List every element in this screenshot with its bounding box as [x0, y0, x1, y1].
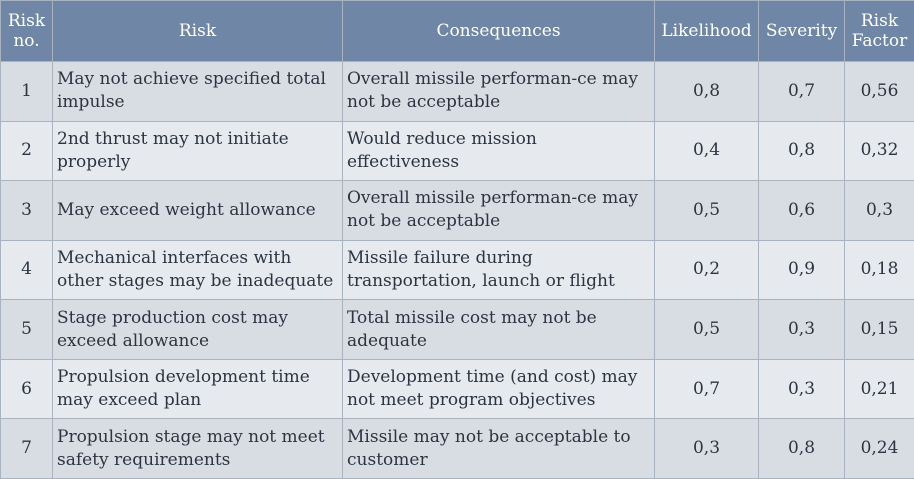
- cell-risk-no: 4: [0, 239, 53, 301]
- table-row: 6 Propulsion development time may exceed…: [0, 358, 914, 420]
- cell-likelihood: 0,8: [654, 61, 759, 122]
- cell-risk-factor: 0,32: [844, 120, 914, 182]
- header-severity: Severity: [758, 0, 845, 62]
- cell-likelihood: 0,4: [654, 120, 759, 182]
- cell-severity: 0,6: [758, 180, 845, 241]
- cell-risk: Stage production cost may exceed allowan…: [52, 299, 343, 360]
- header-risk-factor: Risk Factor: [844, 0, 914, 62]
- cell-risk: Propulsion development time may exceed p…: [52, 358, 343, 420]
- cell-likelihood: 0,2: [654, 239, 759, 301]
- cell-risk: Propulsion stage may not meet safety req…: [52, 418, 343, 479]
- cell-consequence: Total missile cost may not be adequate: [342, 299, 655, 360]
- table-row: 5 Stage production cost may exceed allow…: [0, 299, 914, 360]
- table-row: 4 Mechanical interfaces with other stage…: [0, 239, 914, 301]
- header-consequences: Consequences: [342, 0, 655, 62]
- cell-risk: May exceed weight allowance: [52, 180, 343, 241]
- cell-risk: May not achieve specified total impulse: [52, 61, 343, 122]
- header-risk: Risk: [52, 0, 343, 62]
- cell-risk: Mechanical interfaces with other stages …: [52, 239, 343, 301]
- cell-severity: 0,9: [758, 239, 845, 301]
- cell-likelihood: 0,5: [654, 180, 759, 241]
- cell-risk: 2nd thrust may not initiate properly: [52, 120, 343, 182]
- cell-risk-no: 5: [0, 299, 53, 360]
- cell-severity: 0,3: [758, 299, 845, 360]
- header-likelihood: Likelihood: [654, 0, 759, 62]
- cell-severity: 0,3: [758, 358, 845, 420]
- table-row: 1 May not achieve specified total impuls…: [0, 61, 914, 122]
- cell-likelihood: 0,3: [654, 418, 759, 479]
- cell-consequence: Would reduce mission effectiveness: [342, 120, 655, 182]
- cell-severity: 0,7: [758, 61, 845, 122]
- cell-risk-factor: 0,15: [844, 299, 914, 360]
- cell-consequence: Missile may not be acceptable to custome…: [342, 418, 655, 479]
- table-row: 7 Propulsion stage may not meet safety r…: [0, 418, 914, 479]
- cell-risk-factor: 0,3: [844, 180, 914, 241]
- cell-consequence: Overall missile performan-ce may not be …: [342, 61, 655, 122]
- table-row: 2 2nd thrust may not initiate properly W…: [0, 120, 914, 182]
- cell-risk-no: 1: [0, 61, 53, 122]
- table-row: 3 May exceed weight allowance Overall mi…: [0, 180, 914, 241]
- cell-risk-no: 2: [0, 120, 53, 182]
- cell-consequence: Overall missile performan-ce may not be …: [342, 180, 655, 241]
- cell-likelihood: 0,5: [654, 299, 759, 360]
- cell-risk-factor: 0,56: [844, 61, 914, 122]
- cell-risk-no: 3: [0, 180, 53, 241]
- cell-risk-factor: 0,24: [844, 418, 914, 479]
- header-row: Risk no. Risk Consequences Likelihood Se…: [0, 0, 914, 62]
- header-risk-no: Risk no.: [0, 0, 53, 62]
- cell-consequence: Development time (and cost) may not meet…: [342, 358, 655, 420]
- cell-risk-no: 7: [0, 418, 53, 479]
- cell-consequence: Missile failure during transportation, l…: [342, 239, 655, 301]
- cell-risk-factor: 0,21: [844, 358, 914, 420]
- cell-severity: 0,8: [758, 418, 845, 479]
- cell-likelihood: 0,7: [654, 358, 759, 420]
- cell-risk-no: 6: [0, 358, 53, 420]
- cell-severity: 0,8: [758, 120, 845, 182]
- cell-risk-factor: 0,18: [844, 239, 914, 301]
